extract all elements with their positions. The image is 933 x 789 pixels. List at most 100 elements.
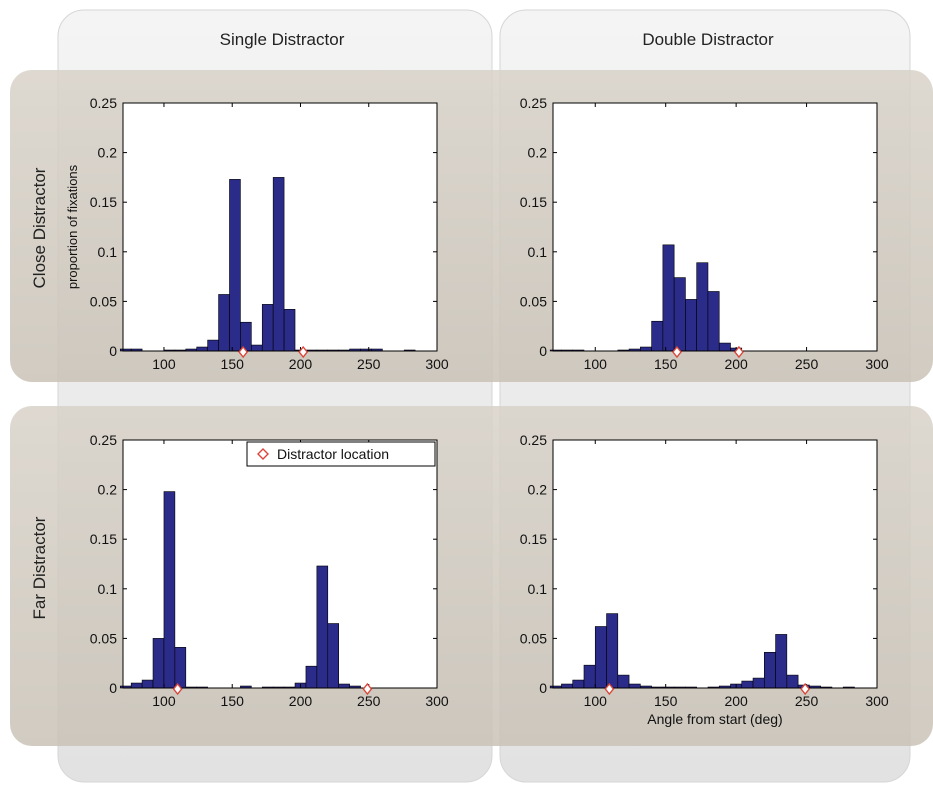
plot-area bbox=[123, 440, 437, 688]
bar bbox=[572, 679, 585, 689]
x-tick-label: 200 bbox=[724, 356, 748, 372]
bar bbox=[240, 321, 252, 352]
x-tick-label: 100 bbox=[584, 356, 608, 372]
y-tick-label: 0.1 bbox=[528, 244, 548, 260]
bar bbox=[305, 665, 318, 689]
plot-frame bbox=[552, 439, 878, 689]
bar bbox=[741, 680, 754, 689]
y-axis-label: proportion of fixations bbox=[65, 164, 80, 289]
bar bbox=[152, 638, 165, 689]
y-tick-label: 0.15 bbox=[90, 531, 117, 547]
chart-panel-close-double: 100 150 200 250 300 0 0.05 0.1 0.15 0.2 0.25 bbox=[520, 95, 889, 372]
distractor-marker bbox=[172, 682, 183, 696]
column-header-double: Double Distractor bbox=[642, 30, 774, 49]
plot-frame bbox=[122, 439, 438, 689]
distractor-marker bbox=[298, 345, 309, 359]
distractor-marker bbox=[672, 345, 682, 359]
x-tick-label: 100 bbox=[152, 693, 176, 709]
bar bbox=[327, 623, 339, 689]
x-tick-label: 150 bbox=[221, 693, 245, 709]
bar bbox=[196, 346, 208, 352]
y-tick-label: 0.1 bbox=[98, 581, 118, 597]
bar bbox=[229, 179, 241, 352]
y-tick-label: 0.2 bbox=[528, 482, 548, 498]
bar bbox=[617, 674, 630, 689]
bar bbox=[251, 344, 263, 352]
y-tick-label: 0.2 bbox=[98, 145, 118, 161]
bar bbox=[174, 647, 187, 689]
x-tick-label: 150 bbox=[654, 693, 678, 709]
x-axis-label: Angle from start (deg) bbox=[647, 711, 782, 727]
bar bbox=[207, 339, 219, 352]
y-tick-label: 0.2 bbox=[528, 145, 548, 161]
x-tick-label: 150 bbox=[221, 356, 245, 372]
x-tick-label: 300 bbox=[425, 356, 449, 372]
y-tick-label: 0.05 bbox=[90, 630, 117, 646]
bar bbox=[786, 674, 799, 689]
legend-marker bbox=[257, 448, 269, 460]
legend-label: Distractor location bbox=[277, 446, 389, 462]
y-tick-label: 0 bbox=[109, 343, 117, 359]
x-tick-label: 250 bbox=[795, 693, 819, 709]
x-tick-label: 200 bbox=[289, 693, 313, 709]
bar bbox=[752, 677, 765, 689]
chart-panel-close-single: 100 150 200 250 300 0 0.05 0.1 0.15 0.2 0.25 propor… bbox=[65, 95, 449, 372]
y-tick-label: 0.05 bbox=[520, 630, 547, 646]
bar bbox=[561, 683, 574, 689]
y-tick-label: 0 bbox=[539, 343, 547, 359]
y-tick-label: 0 bbox=[539, 680, 547, 696]
bar bbox=[775, 634, 788, 689]
chart-panel-far-single: 100 150 200 250 300 0 0.05 0.1 0.15 0.2 0.25 Distra… bbox=[90, 432, 449, 709]
distractor-marker bbox=[604, 682, 615, 696]
distractor-marker bbox=[238, 345, 249, 359]
x-tick-label: 200 bbox=[289, 356, 313, 372]
y-tick-label: 0 bbox=[109, 680, 117, 696]
bar bbox=[163, 491, 176, 689]
x-tick-label: 300 bbox=[865, 693, 889, 709]
bar bbox=[651, 320, 664, 352]
bar bbox=[130, 682, 143, 689]
legend: Distractor location bbox=[246, 441, 436, 467]
y-tick-label: 0.05 bbox=[520, 293, 547, 309]
y-tick-label: 0.15 bbox=[520, 531, 547, 547]
x-tick-label: 200 bbox=[724, 693, 748, 709]
bar bbox=[218, 294, 230, 352]
row-header-close: Close Distractor bbox=[30, 167, 49, 289]
bar bbox=[763, 651, 776, 689]
distractor-marker bbox=[734, 345, 744, 359]
x-tick-label: 100 bbox=[584, 693, 608, 709]
x-tick-label: 250 bbox=[795, 356, 819, 372]
bar bbox=[696, 262, 709, 352]
bar bbox=[673, 277, 686, 352]
bar bbox=[583, 664, 596, 689]
bar bbox=[707, 291, 720, 352]
y-tick-label: 0.25 bbox=[520, 95, 547, 111]
distractor-marker bbox=[800, 682, 811, 696]
bar bbox=[594, 626, 607, 689]
bar bbox=[662, 244, 675, 352]
y-tick-label: 0.2 bbox=[98, 482, 118, 498]
row-header-far: Far Distractor bbox=[30, 516, 49, 620]
x-tick-label: 150 bbox=[654, 356, 678, 372]
bar bbox=[628, 683, 641, 689]
y-tick-label: 0.15 bbox=[90, 194, 117, 210]
chart-panel-far-double: 100 150 200 250 300 0 0.05 0.1 0.15 0.2 0.25 Angle … bbox=[520, 432, 889, 727]
plot-frame bbox=[552, 102, 878, 352]
y-tick-label: 0.05 bbox=[90, 293, 117, 309]
bar bbox=[141, 679, 154, 689]
y-tick-label: 0.25 bbox=[90, 95, 117, 111]
x-tick-label: 300 bbox=[865, 356, 889, 372]
bar bbox=[316, 565, 329, 689]
plot-frame bbox=[122, 102, 438, 352]
bar bbox=[338, 683, 350, 689]
bar bbox=[272, 177, 285, 352]
bar bbox=[640, 346, 652, 352]
x-tick-label: 100 bbox=[152, 356, 176, 372]
legend-box bbox=[246, 441, 436, 467]
y-tick-label: 0.25 bbox=[90, 432, 117, 448]
x-tick-label: 250 bbox=[357, 693, 381, 709]
bar bbox=[283, 309, 296, 352]
bar bbox=[606, 613, 619, 689]
bar bbox=[261, 304, 274, 352]
y-tick-label: 0.1 bbox=[98, 244, 118, 260]
